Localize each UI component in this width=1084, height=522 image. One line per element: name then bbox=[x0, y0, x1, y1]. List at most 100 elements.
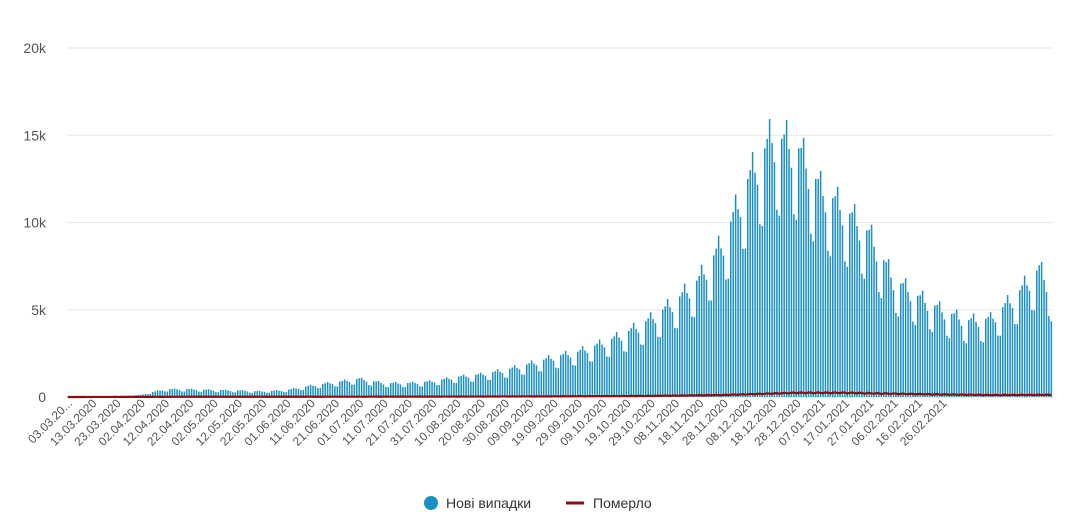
bar bbox=[329, 383, 331, 397]
bar bbox=[662, 309, 664, 397]
bar bbox=[501, 373, 504, 397]
bar bbox=[790, 167, 793, 397]
bar bbox=[620, 340, 623, 397]
bar bbox=[368, 385, 370, 397]
bar bbox=[390, 383, 392, 397]
bar bbox=[207, 389, 210, 397]
bar bbox=[445, 377, 448, 397]
bar bbox=[560, 355, 562, 397]
bar bbox=[431, 381, 433, 397]
bar bbox=[904, 278, 907, 397]
bar bbox=[465, 376, 467, 397]
legend-item-deaths[interactable]: Померло bbox=[566, 495, 652, 511]
bar bbox=[934, 305, 936, 397]
bar bbox=[521, 374, 523, 397]
bar bbox=[205, 389, 207, 397]
bar bbox=[516, 367, 518, 397]
bar bbox=[239, 390, 241, 397]
bar bbox=[951, 313, 953, 397]
bar bbox=[754, 172, 756, 397]
bar bbox=[152, 392, 154, 397]
bar bbox=[849, 213, 851, 397]
bar bbox=[518, 369, 521, 397]
bar bbox=[717, 235, 720, 397]
bar bbox=[428, 380, 431, 397]
bar bbox=[963, 340, 965, 397]
bar bbox=[948, 338, 951, 397]
bar bbox=[574, 365, 577, 397]
bar bbox=[632, 322, 635, 397]
bar bbox=[890, 277, 892, 397]
bar bbox=[509, 368, 511, 397]
bar bbox=[980, 340, 982, 397]
bar bbox=[793, 214, 795, 397]
bar bbox=[530, 360, 533, 397]
bar bbox=[200, 391, 203, 397]
bar bbox=[462, 374, 465, 397]
bar bbox=[586, 353, 589, 397]
bar bbox=[700, 264, 703, 397]
bar bbox=[994, 322, 997, 397]
legend-label-new-cases: Нові випадки bbox=[446, 495, 531, 511]
bar bbox=[987, 317, 989, 397]
bar bbox=[538, 371, 540, 397]
bar bbox=[625, 351, 628, 397]
bar bbox=[348, 381, 351, 397]
bar bbox=[156, 390, 159, 397]
bar bbox=[858, 240, 861, 397]
bar bbox=[555, 367, 557, 397]
y-tick-label: 10k bbox=[23, 215, 47, 231]
bar bbox=[477, 374, 479, 397]
legend-item-new-cases[interactable]: Нові випадки bbox=[424, 495, 531, 511]
bar bbox=[885, 262, 887, 397]
bar bbox=[487, 379, 489, 397]
bar bbox=[1026, 285, 1028, 397]
bar bbox=[761, 225, 764, 397]
bar bbox=[443, 378, 445, 397]
bar bbox=[322, 383, 324, 397]
bar bbox=[523, 374, 526, 397]
bar bbox=[608, 356, 611, 397]
bar bbox=[309, 384, 312, 397]
bar bbox=[596, 343, 598, 397]
bar bbox=[773, 162, 776, 397]
bar bbox=[747, 178, 749, 398]
bar bbox=[470, 381, 472, 397]
bar bbox=[183, 391, 186, 397]
bar bbox=[256, 391, 258, 397]
bar bbox=[1006, 295, 1009, 397]
y-tick-label: 5k bbox=[31, 302, 47, 318]
bar bbox=[351, 384, 353, 397]
bar bbox=[513, 365, 516, 397]
bar bbox=[567, 355, 569, 397]
bar bbox=[467, 377, 470, 397]
bar bbox=[229, 390, 232, 397]
bar bbox=[649, 312, 652, 397]
bar bbox=[504, 377, 506, 397]
y-tick-label: 0 bbox=[38, 389, 46, 405]
bar bbox=[419, 386, 421, 397]
bar bbox=[946, 335, 948, 397]
bar bbox=[402, 386, 404, 397]
bar bbox=[198, 391, 200, 397]
bar bbox=[300, 390, 302, 397]
bar bbox=[353, 384, 356, 397]
bar bbox=[506, 377, 509, 397]
bar bbox=[169, 389, 171, 397]
bar bbox=[640, 344, 642, 397]
bar bbox=[953, 313, 955, 397]
bar bbox=[409, 382, 411, 397]
bar bbox=[846, 266, 849, 397]
bar bbox=[751, 152, 754, 397]
bar bbox=[805, 168, 807, 397]
bar bbox=[788, 149, 790, 397]
bar bbox=[679, 296, 681, 397]
bar bbox=[385, 386, 387, 397]
bar bbox=[149, 393, 152, 397]
bar bbox=[844, 261, 846, 397]
bar bbox=[870, 224, 873, 397]
bar bbox=[739, 217, 742, 397]
bar bbox=[652, 319, 654, 397]
bar bbox=[176, 389, 178, 397]
